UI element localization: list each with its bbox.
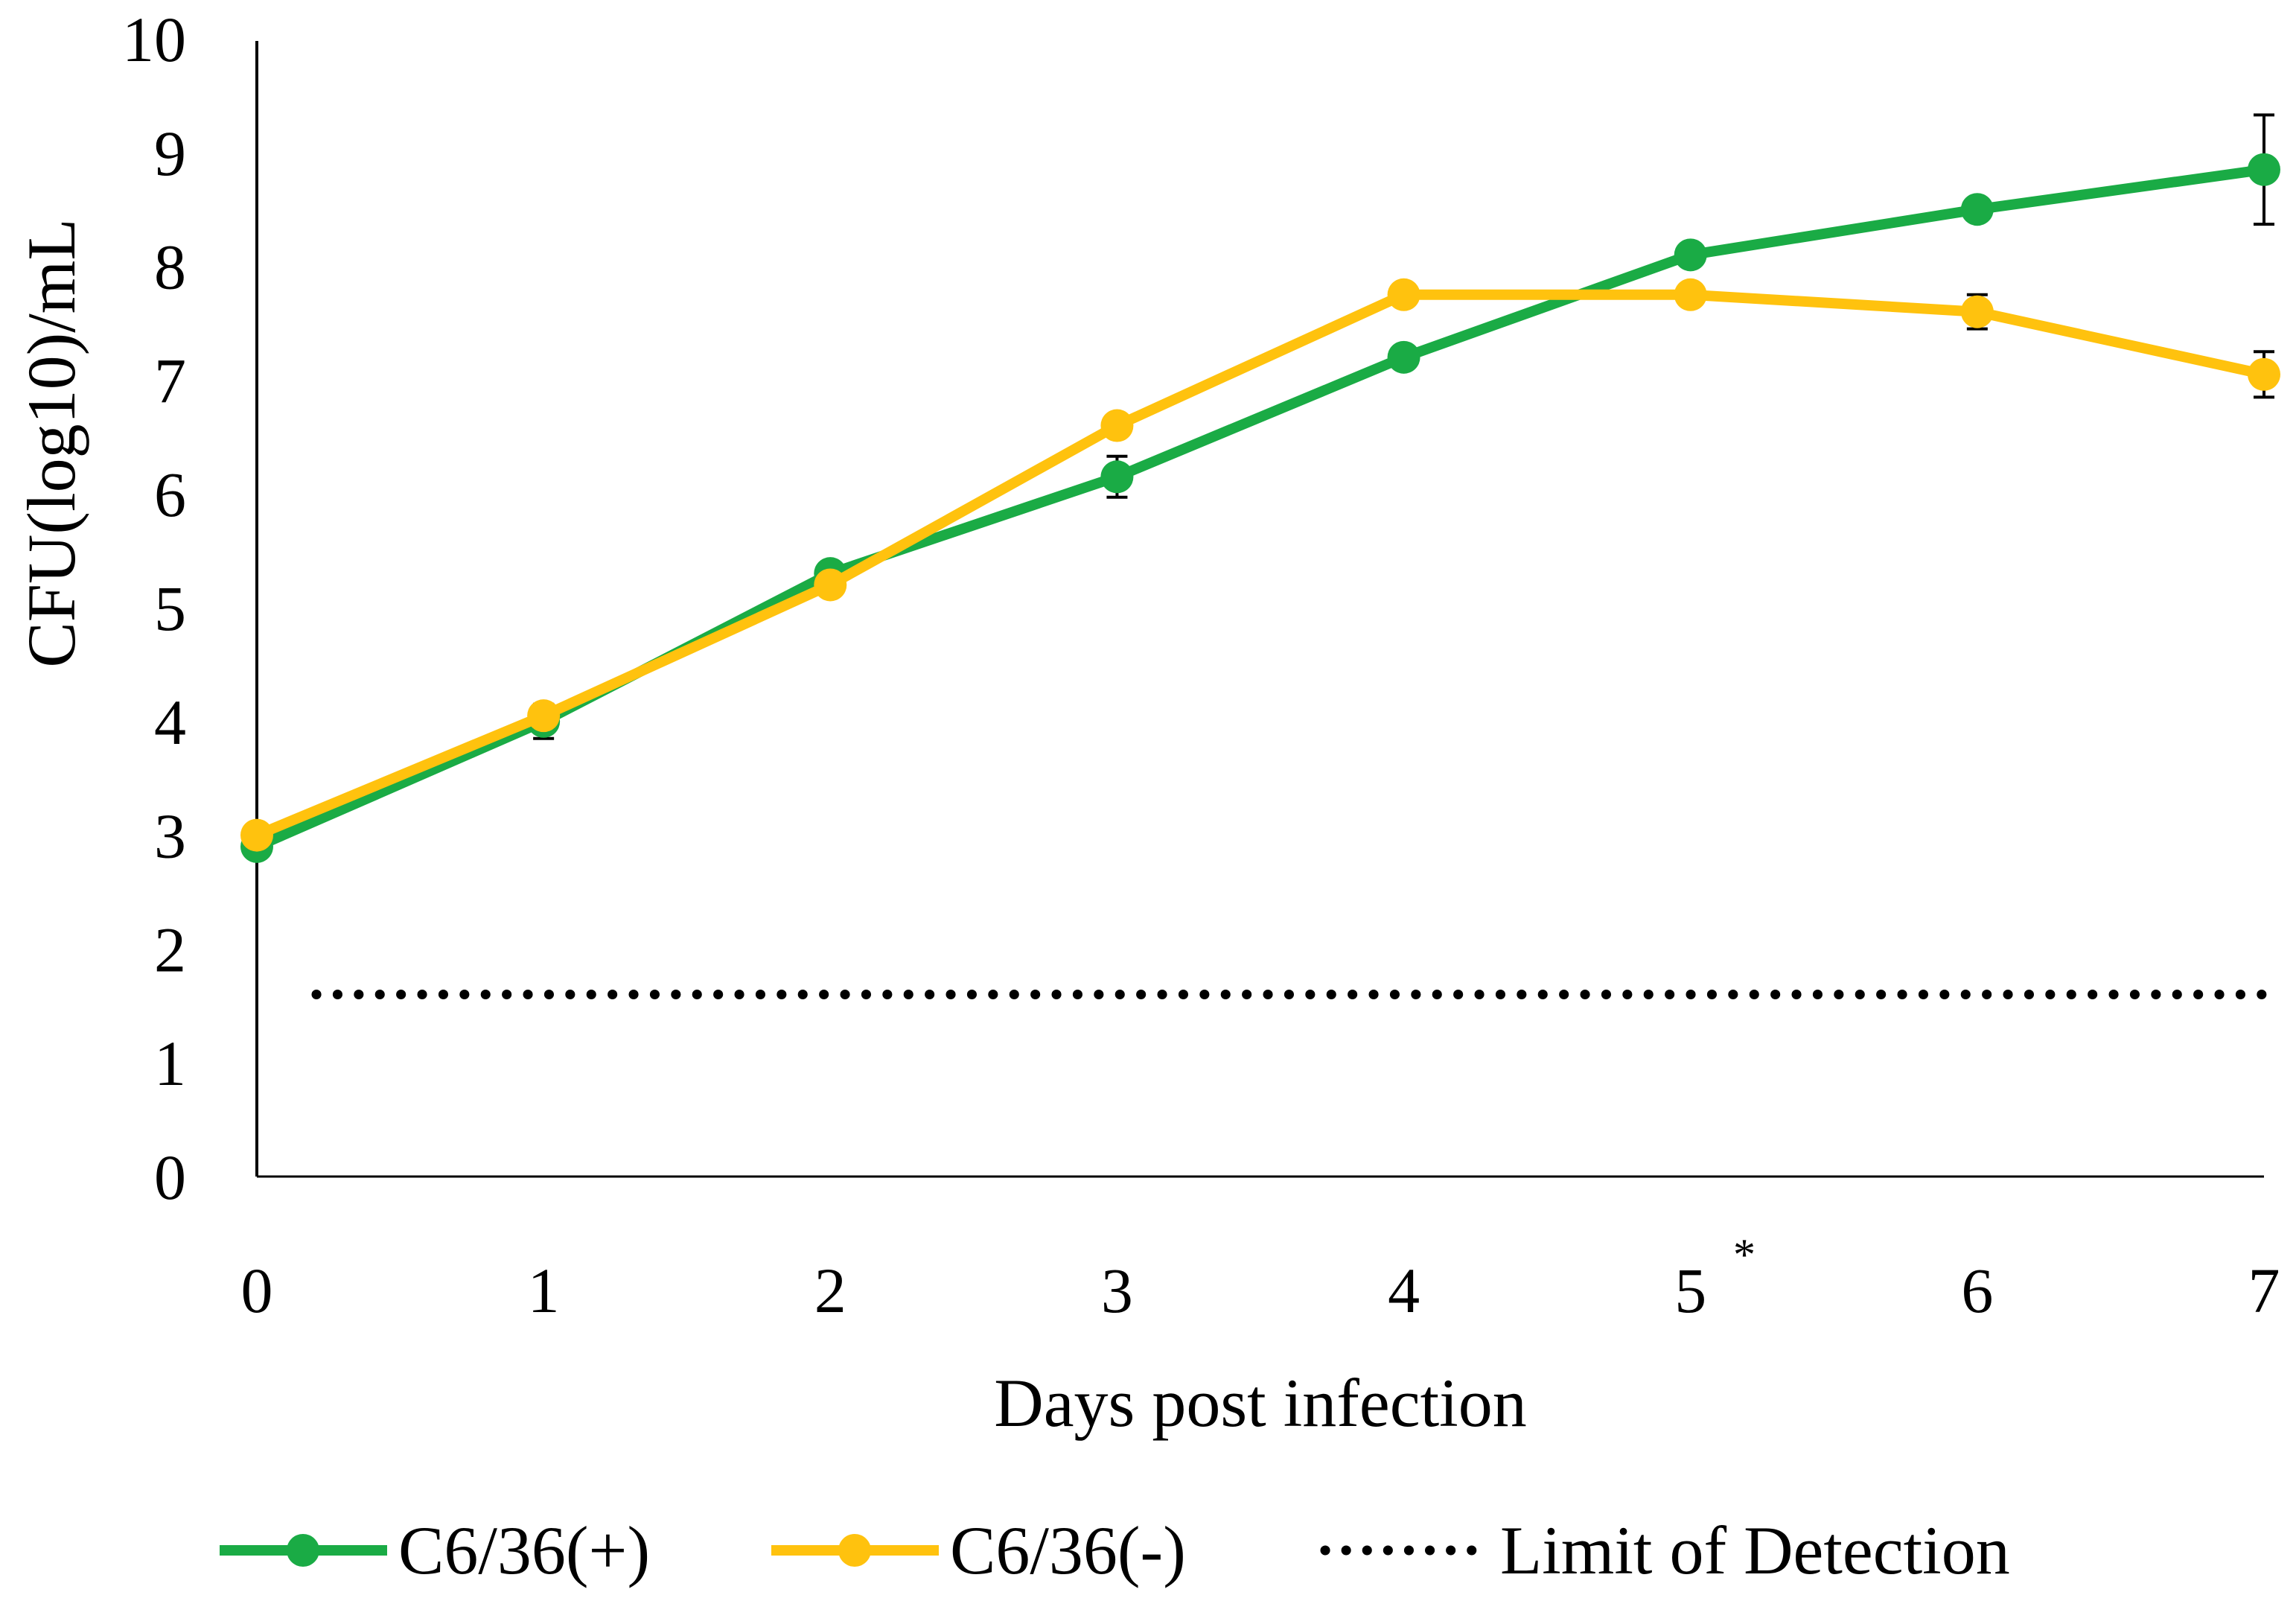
legend-item-c636-minus: C6/36(-) [771, 1512, 1186, 1588]
legend-label-c636-plus: C6/36(+) [398, 1512, 650, 1588]
data-point-c636-minus-day-6 [1960, 295, 1994, 328]
data-point-c636-minus-day-3 [1100, 409, 1134, 442]
significance-asterisk: * [1733, 1230, 1756, 1279]
y-tick-label-8: 8 [154, 232, 186, 303]
y-tick-label-1: 1 [154, 1028, 186, 1099]
data-point-c636-minus-day-2 [814, 568, 847, 602]
legend-marker-c636-plus [287, 1534, 319, 1567]
y-tick-labels: 0 1 2 3 4 5 6 7 8 9 10 [122, 4, 186, 1213]
x-tick-label-1: 1 [528, 1255, 560, 1326]
x-tick-label-4: 4 [1388, 1255, 1420, 1326]
x-tick-label-3: 3 [1101, 1255, 1133, 1326]
y-tick-label-5: 5 [154, 573, 186, 644]
data-point-c636-minus-day-0 [240, 818, 273, 852]
y-tick-label-7: 7 [154, 345, 186, 416]
x-tick-label-5: 5 [1674, 1255, 1706, 1326]
legend-item-limit-of-detection: Limit of Detection [1320, 1512, 2010, 1588]
legend-item-c636-plus: C6/36(+) [220, 1512, 650, 1588]
axes [255, 41, 2264, 1178]
data-point-c636-minus-day-5 [1674, 278, 1707, 311]
legend-marker-c636-minus [838, 1534, 871, 1567]
x-tick-label-7: 7 [2248, 1255, 2280, 1326]
legend: C6/36(+) C6/36(-) Limit of Detection [220, 1512, 2010, 1588]
y-axis-title: CFU(log10)/mL [13, 218, 89, 667]
y-tick-label-0: 0 [154, 1142, 186, 1213]
series-layer [240, 113, 2280, 863]
series-line-c636-plus [255, 164, 2265, 852]
y-tick-label-9: 9 [154, 118, 186, 189]
data-point-c636-plus-day-7 [2248, 153, 2280, 186]
x-tick-label-0: 0 [241, 1255, 273, 1326]
series-c636-minus [240, 278, 2280, 852]
series-c636-plus [240, 113, 2280, 863]
x-tick-label-6: 6 [1961, 1255, 1993, 1326]
y-tick-label-4: 4 [154, 687, 186, 758]
series-line-c636-minus [255, 289, 2265, 841]
y-tick-label-6: 6 [154, 459, 186, 530]
data-point-c636-plus-day-3 [1100, 460, 1134, 494]
data-point-c636-minus-day-4 [1387, 278, 1420, 311]
y-tick-label-10: 10 [122, 4, 186, 75]
data-point-c636-plus-day-5 [1674, 238, 1707, 272]
legend-label-c636-minus: C6/36(-) [950, 1512, 1186, 1588]
data-point-c636-plus-day-6 [1960, 193, 1994, 226]
y-tick-label-2: 2 [154, 914, 186, 985]
x-tick-label-2: 2 [814, 1255, 846, 1326]
data-point-c636-minus-day-1 [527, 699, 561, 733]
x-axis-title: Days post infection [994, 1365, 1526, 1441]
data-point-c636-minus-day-7 [2248, 357, 2280, 391]
legend-label-limit-of-detection: Limit of Detection [1500, 1512, 2010, 1588]
data-point-c636-plus-day-4 [1387, 340, 1420, 374]
x-tick-labels: 0 1 2 3 4 5 6 7 [241, 1255, 2280, 1326]
y-tick-label-3: 3 [154, 800, 186, 872]
